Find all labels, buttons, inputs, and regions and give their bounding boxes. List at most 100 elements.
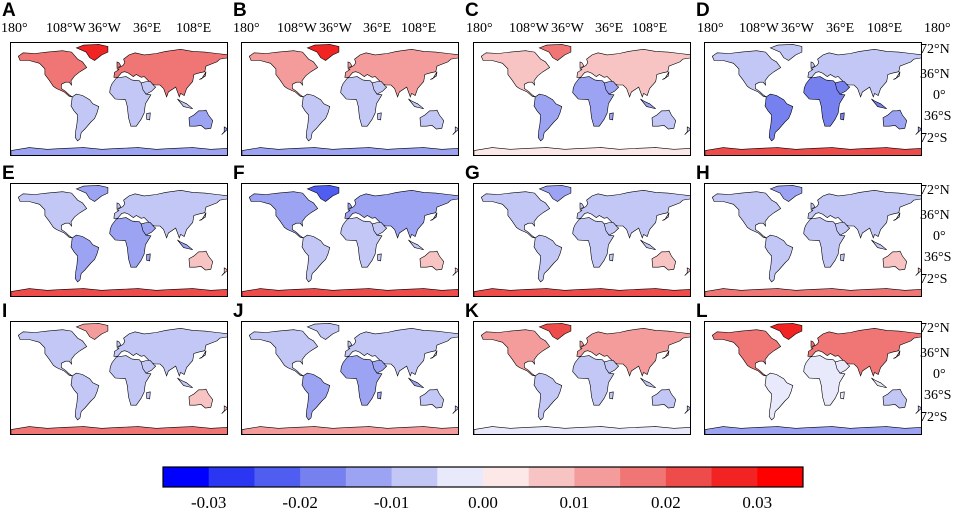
land-japan [662, 71, 670, 80]
colorbar-tick: 0.03 [742, 493, 773, 512]
colorbar-swatch [620, 467, 667, 487]
land-greenland [538, 185, 572, 202]
land-arabia [603, 222, 620, 236]
land-eurasia [807, 189, 921, 239]
land-australia [188, 109, 214, 130]
lat-label: 72°S [920, 131, 948, 146]
land-indonesia [640, 239, 656, 250]
land-uk [579, 202, 584, 209]
panel-label-l: L [696, 301, 708, 322]
land-northAmerica [480, 50, 551, 98]
land-nz [452, 405, 458, 414]
lat-label: 36°S [924, 388, 952, 403]
land-australia [188, 250, 214, 271]
lon-label: 108°E [176, 21, 212, 36]
land-eurasia [344, 189, 458, 239]
world-map [705, 185, 921, 296]
land-africa [572, 76, 615, 127]
world-map [11, 44, 227, 155]
colorbar [162, 466, 804, 488]
lon-label: 108°W [46, 21, 86, 36]
colorbar-swatch [757, 467, 804, 487]
antarctica [705, 147, 921, 155]
land-africa [340, 217, 383, 268]
land-southAmerica [301, 93, 331, 142]
land-eurasia [807, 327, 921, 377]
land-nz [684, 126, 690, 135]
world-map [242, 185, 458, 296]
land-africa [572, 355, 615, 406]
land-greenland [769, 185, 803, 202]
lon-label: 36°E [363, 21, 392, 36]
land-greenland [306, 185, 340, 202]
land-uk [347, 202, 352, 209]
land-madagascar [609, 391, 614, 400]
land-nz [221, 126, 227, 135]
land-eurasia [807, 48, 921, 98]
colorbar-tick: 0.00 [468, 493, 498, 512]
lat-label: 72°N [920, 42, 950, 57]
world-map [474, 323, 690, 434]
land-greenland [769, 323, 803, 340]
land-southAmerica [301, 234, 331, 283]
land-eurasia [576, 327, 690, 377]
land-indonesia [871, 377, 887, 388]
land-uk [810, 340, 815, 347]
land-eurasia [576, 48, 690, 98]
land-northAmerica [248, 329, 319, 377]
land-arabia [834, 222, 851, 236]
land-indonesia [408, 377, 424, 388]
land-northAmerica [17, 329, 88, 377]
land-greenland [306, 323, 340, 340]
land-africa [803, 76, 846, 127]
land-australia [651, 109, 677, 130]
colorbar-swatch [711, 467, 758, 487]
land-uk [347, 61, 352, 68]
land-africa [803, 355, 846, 406]
colorbar-swatch [163, 467, 210, 487]
land-australia [651, 250, 677, 271]
map-panel-a [10, 42, 228, 156]
land-greenland [75, 44, 109, 61]
land-japan [662, 350, 670, 359]
land-eurasia [113, 189, 227, 239]
land-indonesia [177, 377, 193, 388]
land-northAmerica [248, 191, 319, 239]
panel-label-j: J [233, 301, 244, 322]
colorbar-swatch [391, 467, 438, 487]
land-japan [893, 350, 901, 359]
land-japan [662, 212, 670, 221]
colorbar-swatch [300, 467, 347, 487]
antarctica [242, 426, 458, 434]
antarctica [705, 288, 921, 296]
map-panel-b [241, 42, 459, 156]
map-panel-h [704, 183, 922, 297]
colorbar-tick: -0.01 [373, 493, 410, 512]
land-madagascar [377, 112, 382, 121]
land-japan [199, 350, 207, 359]
land-australia [651, 388, 677, 409]
lat-label: 36°N [920, 346, 950, 361]
map-panel-g [473, 183, 691, 297]
land-japan [430, 350, 438, 359]
land-southAmerica [533, 372, 563, 421]
lon-label: 36°E [595, 21, 624, 36]
land-africa [572, 217, 615, 268]
land-arabia [140, 222, 157, 236]
land-northAmerica [17, 191, 88, 239]
lat-label: 0° [933, 88, 946, 103]
land-indonesia [640, 98, 656, 109]
land-japan [430, 212, 438, 221]
land-indonesia [871, 98, 887, 109]
lon-label: 108°E [401, 21, 437, 36]
map-panel-l [704, 321, 922, 435]
colorbar-frame [162, 466, 804, 488]
land-madagascar [146, 112, 151, 121]
land-arabia [834, 360, 851, 374]
land-nz [452, 126, 458, 135]
land-uk [347, 340, 352, 347]
panel-label-g: G [465, 163, 480, 184]
world-map [705, 323, 921, 434]
colorbar-swatch [528, 467, 575, 487]
lon-label: 36°W [551, 21, 584, 36]
